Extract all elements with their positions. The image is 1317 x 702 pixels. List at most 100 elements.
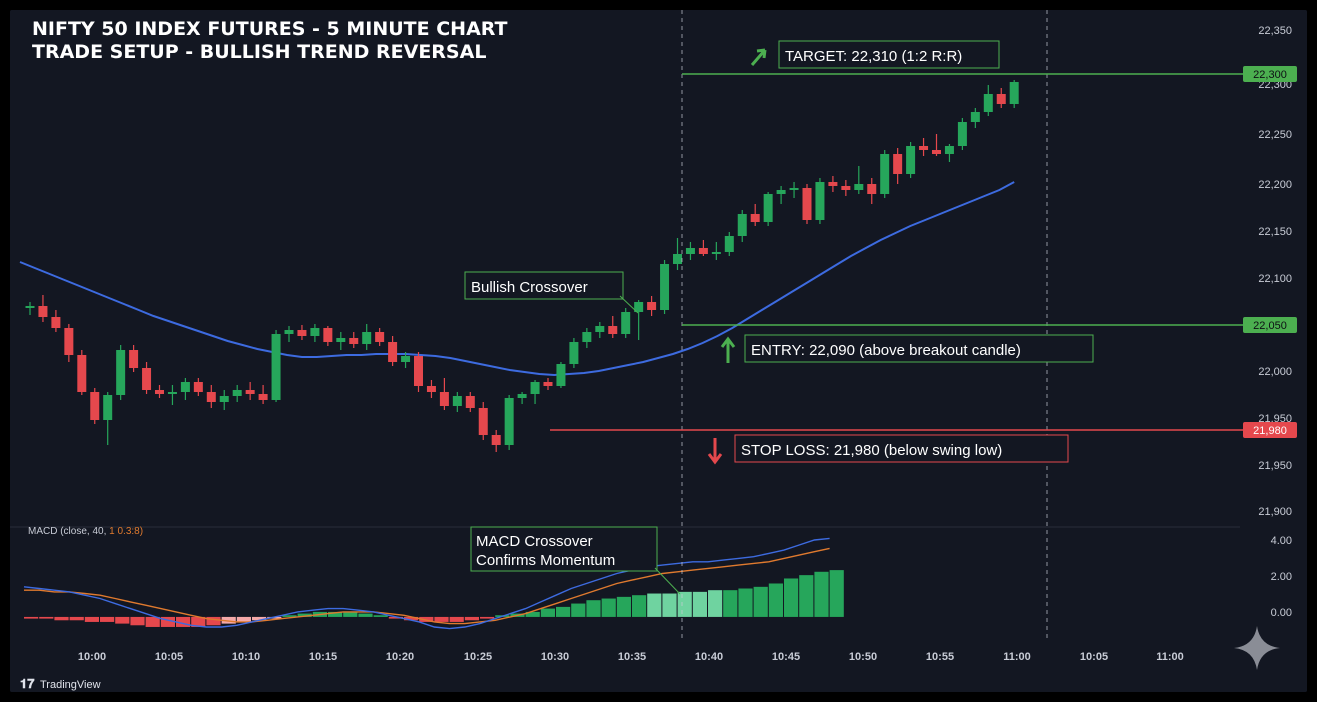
x-tick-label: 10:05 (155, 651, 183, 663)
macd-histogram-bar (282, 615, 297, 617)
candle-body (258, 394, 268, 400)
y-tick-label: 21,900 (1258, 506, 1292, 518)
candle-body (776, 190, 786, 194)
macd-histogram-bar (130, 616, 145, 626)
candle-body (789, 188, 799, 190)
macd-histogram-bar (176, 616, 191, 627)
candle-body (414, 356, 423, 386)
candle-body (660, 264, 670, 310)
candle-body (880, 154, 890, 194)
y-tick-label: 22,250 (1258, 129, 1292, 141)
candle-body (996, 94, 1006, 104)
candle-body (711, 252, 721, 254)
y-tick-label: 22,100 (1258, 273, 1292, 285)
candle-body (906, 146, 916, 174)
candle-body (310, 328, 320, 336)
macd-histogram-bar (373, 615, 388, 617)
macd-histogram-bar (677, 591, 692, 617)
macd-signal-line (24, 547, 830, 625)
candle-body (647, 302, 657, 310)
macd-layer (23, 537, 844, 630)
macd-histogram-bar (616, 596, 631, 617)
y-tick-label: 22,150 (1258, 226, 1292, 238)
candle-body (944, 146, 954, 154)
macd-histogram-bar (829, 570, 844, 617)
macd-histogram-bar (814, 571, 829, 617)
macd-histogram-bar (525, 611, 540, 617)
candle-body (634, 302, 644, 312)
candle-body (116, 350, 126, 395)
macd-histogram-bar (84, 616, 99, 622)
candle-body (375, 332, 385, 342)
candle-body (245, 390, 255, 394)
candle-body (77, 355, 87, 392)
candle-body (932, 150, 941, 154)
macd-tick-label: 0.00 (1271, 607, 1292, 619)
ema-line (19, 181, 1015, 377)
stop-box (734, 434, 1069, 463)
tradingview-brand: TradingView (40, 679, 101, 691)
macd-histogram-bar (100, 616, 115, 622)
macd-histogram-bar (388, 616, 403, 619)
candle-body (517, 394, 527, 398)
candle-body (737, 214, 747, 236)
bullish-crossover-label: Bullish Crossover (471, 279, 588, 296)
candle-body (983, 94, 993, 112)
candle-body (582, 332, 592, 342)
candle-body (919, 146, 929, 150)
target-label: TARGET: 22,310 (1:2 R:R) (785, 48, 962, 65)
entry-box (744, 334, 1094, 363)
stop-price-tag: 21,980 (1243, 422, 1297, 438)
macd-histogram-bar (540, 608, 555, 617)
macd-histogram-bar (160, 616, 175, 627)
x-tick-label: 10:15 (309, 651, 337, 663)
entry-price-tag: 22,050 (1243, 317, 1297, 333)
entry-label: ENTRY: 22,090 (above breakout candle) (751, 342, 1021, 359)
tradingview-logo[interactable]: 𝟏𝟕 TradingView (20, 676, 101, 691)
candle-body (51, 317, 61, 328)
target-annotation: TARGET: 22,310 (1:2 R:R) (750, 40, 1000, 69)
macd-crossover-callout: MACD Crossover Confirms Momentum (470, 526, 681, 595)
candle-body (452, 396, 462, 406)
candle-body (362, 332, 372, 344)
x-tick-label: 10:20 (386, 651, 414, 663)
macd-legend-fast: 1 (109, 526, 115, 537)
x-tick-label: 10:10 (232, 651, 260, 663)
entry-annotation: ENTRY: 22,090 (above breakout candle) (720, 334, 1094, 363)
macd-histogram-bar (252, 616, 267, 621)
macd-histogram-bar (115, 616, 130, 624)
macd-histogram-bar (206, 616, 221, 626)
callout-pointer (619, 295, 639, 314)
x-tick-label: 10:35 (618, 651, 646, 663)
macd-histogram-bar (571, 603, 586, 617)
candle-body (193, 382, 203, 392)
candle-body (621, 312, 631, 334)
candle-body (530, 382, 540, 394)
candle-body (465, 396, 475, 408)
y-tick-label: 21,950 (1258, 460, 1292, 472)
chart-frame: 22,350 22,300 22,250 22,200 22,150 22,100 22,0… (10, 10, 1307, 692)
candle-body (957, 122, 967, 146)
macd-histogram-bar (753, 586, 768, 617)
macd-histogram-bar (434, 616, 449, 622)
candle-body (206, 392, 216, 402)
macd-histogram-bar (297, 613, 312, 617)
candle-body (284, 330, 294, 334)
candle-body (401, 356, 411, 362)
candle-body (232, 390, 242, 396)
candle-body (543, 382, 553, 386)
candle-body (103, 395, 113, 420)
candle-body (893, 154, 903, 174)
candle-body (336, 338, 346, 342)
macd-histogram-bar (784, 578, 799, 617)
macd-histogram-bar (39, 616, 54, 619)
candle-body (167, 392, 177, 394)
candle-body (608, 326, 618, 334)
chart-canvas[interactable]: 22,350 22,300 22,250 22,200 22,150 22,100 22,0… (10, 10, 1307, 692)
macd-legend-rest: 0.3:8) (115, 526, 143, 537)
y-tick-label: 22,350 (1258, 25, 1292, 37)
macd-histogram-bar (647, 593, 662, 617)
candle-body (815, 182, 825, 220)
callout-pointer (654, 567, 681, 595)
candle-body (569, 342, 579, 364)
